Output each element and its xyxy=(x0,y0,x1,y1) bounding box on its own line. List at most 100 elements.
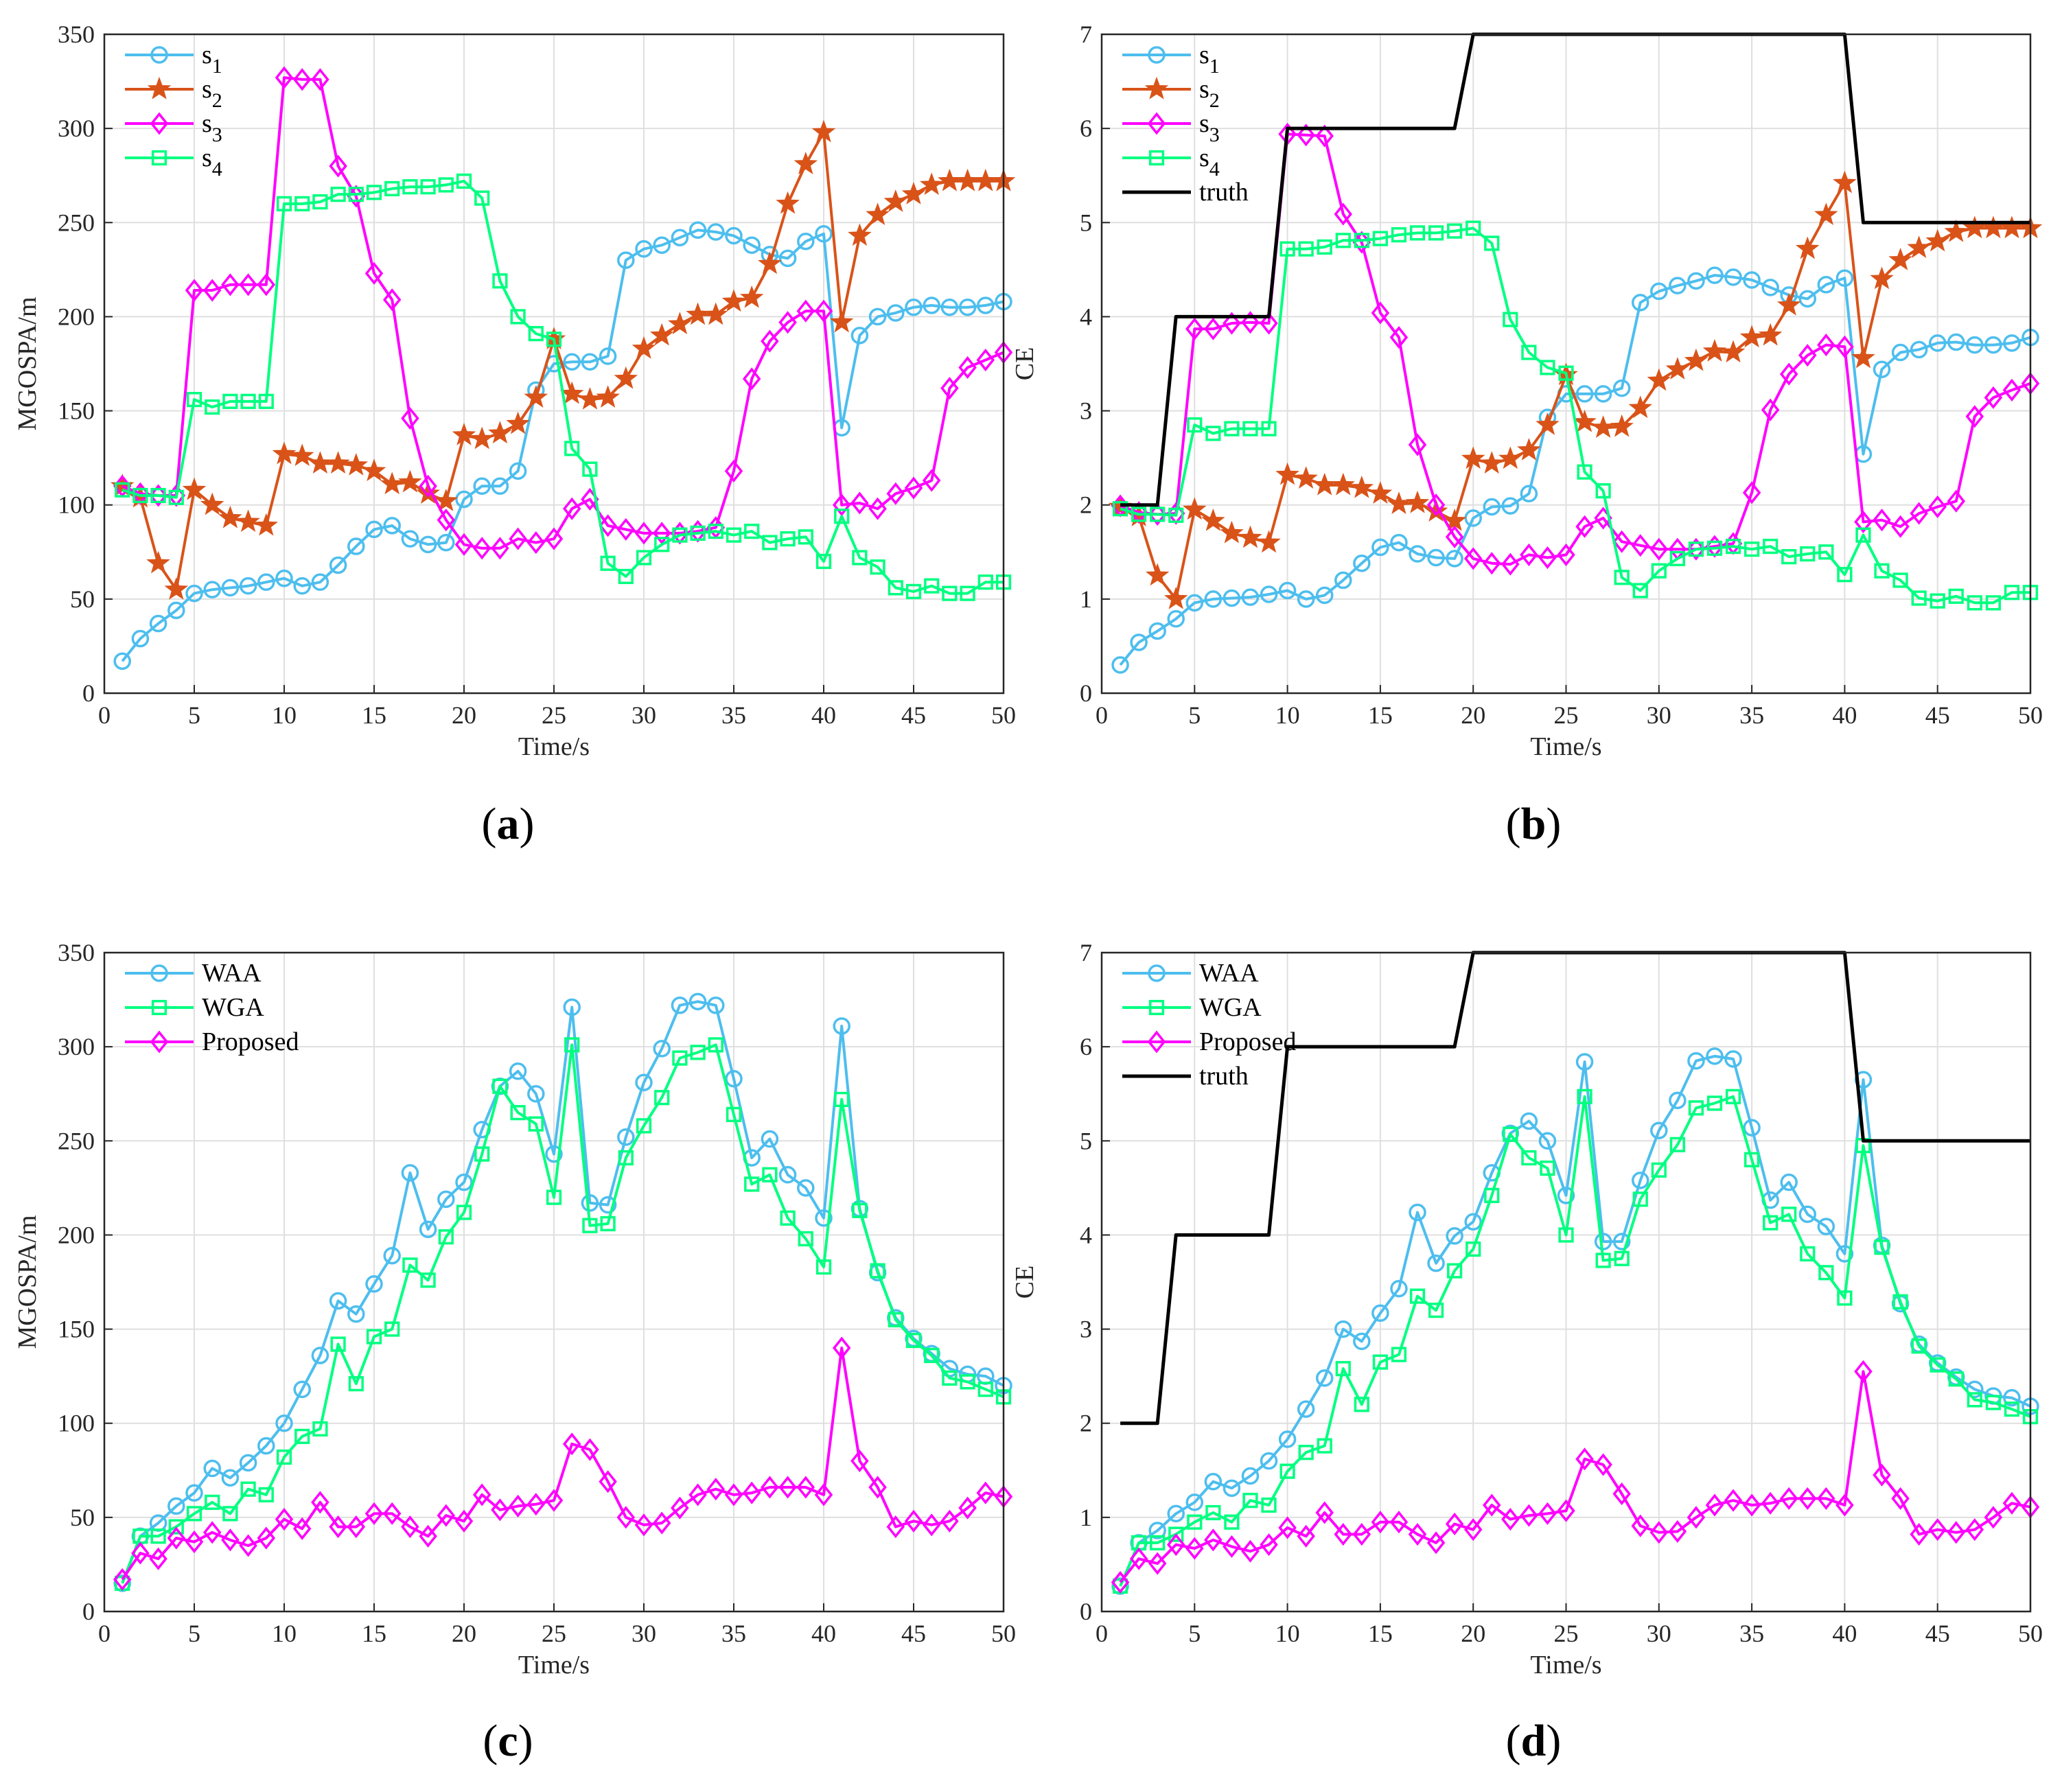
data-point xyxy=(113,652,131,671)
data-point xyxy=(1984,1506,2003,1529)
data-point xyxy=(852,550,868,566)
data-point xyxy=(1371,1511,1390,1534)
data-point xyxy=(1389,1511,1409,1534)
data-point xyxy=(365,1275,383,1293)
x-axis-label: Time/s xyxy=(518,732,590,761)
data-point xyxy=(1930,593,1945,609)
data-point xyxy=(578,387,602,410)
legend-name: WAA xyxy=(202,959,262,988)
x-tick-label: 15 xyxy=(362,1620,386,1647)
data-point xyxy=(1800,546,1816,562)
data-point xyxy=(668,312,692,335)
subplot-d: 0 5 10 15 20 25 30 35 40 45 5001234567WAAWGAPropos… xyxy=(1010,939,2043,1766)
legend: WAA WGA Proposed truth xyxy=(1122,959,1296,1091)
x-tick-label: 0 xyxy=(1096,701,1108,729)
data-point xyxy=(509,527,527,550)
data-point xyxy=(401,1164,419,1182)
data-point xyxy=(1798,1205,1817,1224)
data-point xyxy=(1224,421,1240,437)
data-point xyxy=(725,226,743,245)
x-tick-label: 25 xyxy=(1554,701,1579,729)
series-s2 xyxy=(110,119,1016,600)
data-point xyxy=(1614,570,1630,585)
legend-name: WGA xyxy=(202,993,264,1022)
data-point xyxy=(1835,269,1854,287)
data-point xyxy=(1873,1463,1891,1487)
x-tick-label: 10 xyxy=(1275,1620,1300,1647)
data-point xyxy=(1558,1227,1574,1243)
data-point xyxy=(1204,590,1223,608)
data-point xyxy=(814,299,833,323)
y-tick-label: 2 xyxy=(1080,1410,1092,1437)
data-point xyxy=(1687,272,1705,290)
data-point xyxy=(221,1528,240,1552)
data-point xyxy=(437,1190,455,1209)
y-tick-label: 100 xyxy=(58,491,95,519)
data-point xyxy=(362,458,386,481)
data-point xyxy=(582,461,598,477)
data-point xyxy=(1220,520,1244,544)
legend-marker xyxy=(150,46,168,64)
data-point xyxy=(617,1128,635,1146)
data-point xyxy=(1461,446,1485,469)
x-tick-label: 5 xyxy=(188,1620,200,1647)
legend-marker xyxy=(1147,1030,1166,1054)
subplot-label: (d) xyxy=(1506,1716,1562,1766)
data-point xyxy=(456,1205,472,1220)
data-point xyxy=(1684,348,1708,371)
data-point xyxy=(1315,586,1334,605)
data-point xyxy=(1260,1533,1278,1557)
legend-name: truth xyxy=(1199,1062,1249,1091)
x-tick-label: 35 xyxy=(1739,701,1764,729)
data-point xyxy=(149,1547,167,1570)
data-point xyxy=(1334,571,1352,590)
x-tick-label: 40 xyxy=(1832,1620,1857,1647)
data-point xyxy=(960,585,975,601)
data-point xyxy=(1928,495,1947,519)
data-point xyxy=(1742,481,1761,504)
legend-name: s xyxy=(1199,143,1209,172)
data-point xyxy=(1910,1522,1928,1546)
data-point xyxy=(1352,1522,1371,1546)
y-tick-label: 50 xyxy=(70,1504,95,1531)
data-point xyxy=(2004,585,2020,601)
data-point xyxy=(1501,497,1520,515)
data-point xyxy=(1650,282,1668,301)
data-point xyxy=(546,1189,562,1205)
data-point xyxy=(1483,1493,1501,1517)
data-point xyxy=(1390,533,1408,552)
data-point xyxy=(562,1432,581,1456)
data-point xyxy=(1315,1369,1334,1387)
data-point xyxy=(1814,202,1838,225)
data-point xyxy=(1985,1395,2001,1410)
data-point xyxy=(778,249,797,268)
y-tick-label: 4 xyxy=(1080,303,1092,330)
data-point xyxy=(1427,548,1445,567)
legend-subscript: 4 xyxy=(212,158,222,181)
series-s4 xyxy=(115,173,1012,601)
data-point xyxy=(1702,339,1727,362)
data-point xyxy=(1669,1091,1687,1110)
data-point xyxy=(491,1498,509,1522)
data-point xyxy=(1446,550,1463,568)
data-point xyxy=(726,1106,742,1122)
series-wga xyxy=(1112,1089,2039,1594)
data-point xyxy=(382,1502,402,1525)
data-point xyxy=(1798,344,1817,367)
data-point xyxy=(1278,1516,1297,1539)
data-point xyxy=(545,1145,563,1163)
data-point xyxy=(905,1332,922,1349)
data-point xyxy=(1185,1493,1204,1511)
data-point xyxy=(704,302,728,325)
data-point xyxy=(185,279,204,302)
data-point xyxy=(634,1513,653,1537)
data-point xyxy=(524,385,548,408)
legend-label: s1 xyxy=(1199,40,1220,78)
legend-label: Proposed xyxy=(202,1027,299,1056)
legend-label: s1 xyxy=(202,40,222,78)
axes-frame xyxy=(1100,951,2032,1613)
data-point xyxy=(1391,1347,1407,1362)
data-point xyxy=(1520,485,1538,503)
data-point xyxy=(653,236,671,254)
data-point xyxy=(1911,1338,1927,1354)
